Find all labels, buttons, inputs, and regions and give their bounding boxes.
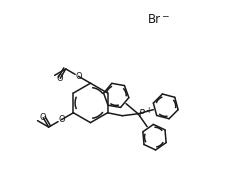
Text: O: O xyxy=(57,74,64,83)
Text: −: − xyxy=(162,12,169,21)
Text: Br: Br xyxy=(148,13,161,26)
Text: O: O xyxy=(40,113,46,122)
Text: O: O xyxy=(58,115,65,124)
Text: +: + xyxy=(145,106,152,115)
Text: P: P xyxy=(139,109,145,119)
Text: O: O xyxy=(75,72,82,81)
